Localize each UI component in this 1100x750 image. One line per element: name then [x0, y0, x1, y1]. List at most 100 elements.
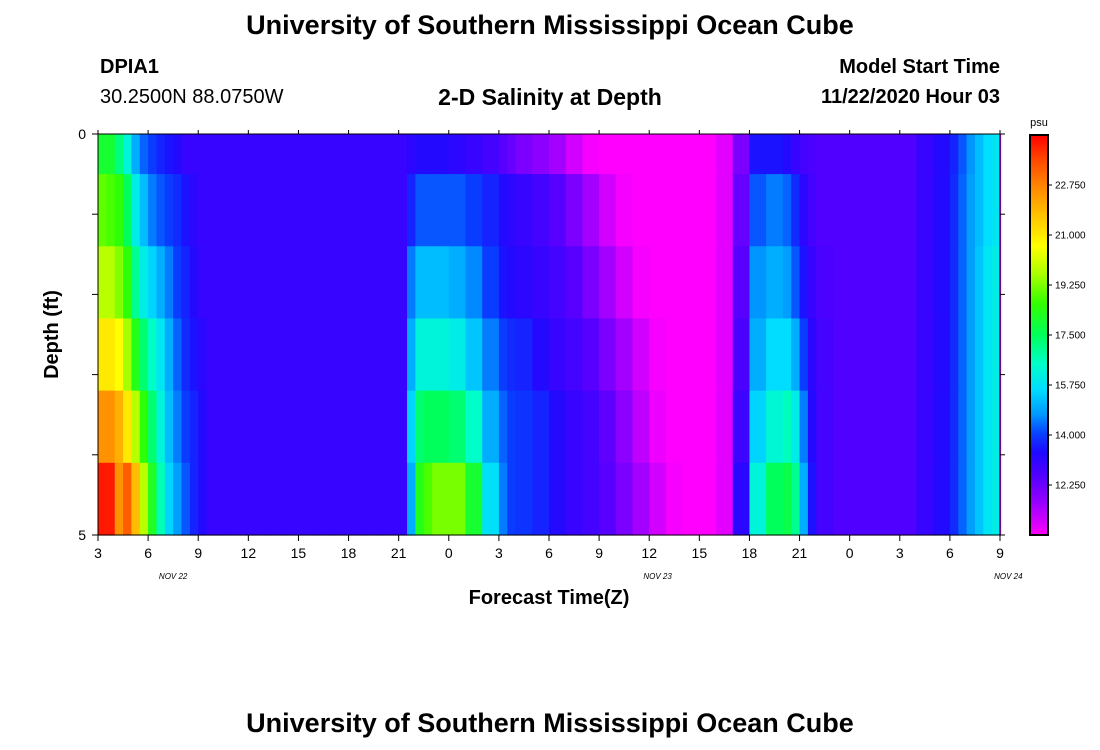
heatmap-cell: [173, 390, 183, 464]
heatmap-cell: [949, 246, 959, 320]
heatmap-cell: [515, 134, 533, 175]
heatmap-cell: [206, 134, 216, 175]
heatmap-cell: [1000, 318, 1002, 392]
heatmap-cell: [423, 318, 433, 392]
heatmap-cell: [699, 390, 717, 464]
station-coordinates: 30.2500N 88.0750W: [100, 86, 284, 108]
heatmap-cell: [198, 462, 208, 536]
heatmap-cell: [949, 462, 959, 536]
heatmap-cell: [106, 318, 116, 392]
heatmap-cell: [331, 246, 350, 320]
heatmap-cell: [766, 174, 784, 247]
x-tick-label: 15: [291, 545, 307, 561]
heatmap-cell: [1000, 246, 1002, 320]
heatmap-cell: [632, 246, 650, 320]
heatmap-cell: [933, 246, 951, 320]
heatmap-cell: [699, 134, 717, 175]
heatmap-cell: [365, 318, 383, 392]
heatmap-cell: [214, 390, 224, 464]
heatmap-cell: [515, 462, 533, 536]
heatmap-cell: [916, 462, 934, 536]
heatmap-cell: [181, 318, 191, 392]
heatmap-cell: [1000, 462, 1002, 536]
heatmap-cell: [407, 318, 416, 392]
heatmap-cell: [582, 246, 600, 320]
heatmap-cell: [832, 134, 851, 175]
heatmap-cell: [189, 462, 199, 536]
heatmap-cell: [398, 318, 408, 392]
heatmap-cell: [173, 174, 183, 247]
heatmap-cell: [223, 390, 233, 464]
heatmap-cell: [381, 318, 400, 392]
heatmap-cell: [148, 318, 158, 392]
heatmap-cell: [582, 390, 600, 464]
heatmap-cell: [298, 390, 316, 464]
heatmap-cell: [315, 174, 333, 247]
heatmap-cell: [549, 134, 567, 175]
heatmap-cell: [799, 134, 809, 175]
heatmap-cell: [131, 390, 141, 464]
heatmap-cell: [465, 318, 483, 392]
heatmap-cell: [632, 462, 650, 536]
heatmap-cell: [832, 246, 851, 320]
x-tick-label: 6: [144, 545, 152, 561]
heatmap-cell: [415, 462, 425, 536]
heatmap-cell: [949, 174, 959, 247]
heatmap-cell: [315, 246, 333, 320]
heatmap-cell: [156, 174, 166, 247]
heatmap-cell: [832, 318, 851, 392]
heatmap-cell: [716, 390, 734, 464]
heatmap-cell: [766, 318, 784, 392]
heatmap-cell: [949, 318, 959, 392]
heatmap-cell: [181, 134, 191, 175]
heatmap-cell: [465, 462, 483, 536]
heatmap-cell: [699, 174, 717, 247]
heatmap-cell: [933, 318, 951, 392]
date-label: NOV 24: [994, 572, 1023, 581]
heatmap-cell: [615, 462, 634, 536]
heatmap-cell: [649, 246, 667, 320]
heatmap-cell: [248, 134, 266, 175]
heatmap-cell: [782, 246, 792, 320]
heatmap-cell: [123, 462, 133, 536]
heatmap-cell: [98, 318, 107, 392]
heatmap-cell: [749, 134, 767, 175]
heatmap-cell: [398, 174, 408, 247]
footer-title: University of Southern Mississippi Ocean…: [246, 708, 854, 738]
heatmap-cell: [448, 390, 467, 464]
heatmap-cell: [123, 390, 133, 464]
heatmap-cell: [916, 318, 934, 392]
heatmap-cell: [365, 390, 383, 464]
heatmap-cell: [498, 174, 508, 247]
x-tick-label: 21: [792, 545, 808, 561]
heatmap-cell: [716, 318, 734, 392]
heatmap-cell: [265, 390, 283, 464]
heatmap-cell: [415, 390, 425, 464]
heatmap-cell: [223, 174, 233, 247]
heatmap-cell: [682, 246, 700, 320]
colorbar-tick-label: 17.500: [1055, 331, 1086, 342]
heatmap-cell: [407, 174, 416, 247]
heatmap-cell: [549, 174, 567, 247]
heatmap-cell: [298, 246, 316, 320]
colorbar-tick-label: 15.750: [1055, 381, 1086, 392]
heatmap-cell: [682, 462, 700, 536]
heatmap-cell: [507, 134, 517, 175]
heatmap-cell: [173, 134, 183, 175]
heatmap-cell: [991, 462, 1001, 536]
heatmap-cell: [448, 174, 467, 247]
heatmap-cell: [807, 390, 817, 464]
colorbar-tick-label: 14.000: [1055, 431, 1086, 442]
heatmap-cell: [348, 462, 366, 536]
heatmap-cell: [281, 462, 300, 536]
heatmap-cell: [131, 134, 141, 175]
heatmap-cell: [615, 246, 634, 320]
heatmap-cell: [883, 246, 901, 320]
x-tick-label: 0: [846, 545, 854, 561]
colorbar: psu 22.750 21.000 19.250 17.500 15.750 14.000…: [1029, 117, 1086, 536]
heatmap-cell: [916, 174, 934, 247]
heatmap-cell: [148, 462, 158, 536]
heatmap-cell: [156, 462, 166, 536]
heatmap-cell: [181, 462, 191, 536]
heatmap-cell: [381, 246, 400, 320]
